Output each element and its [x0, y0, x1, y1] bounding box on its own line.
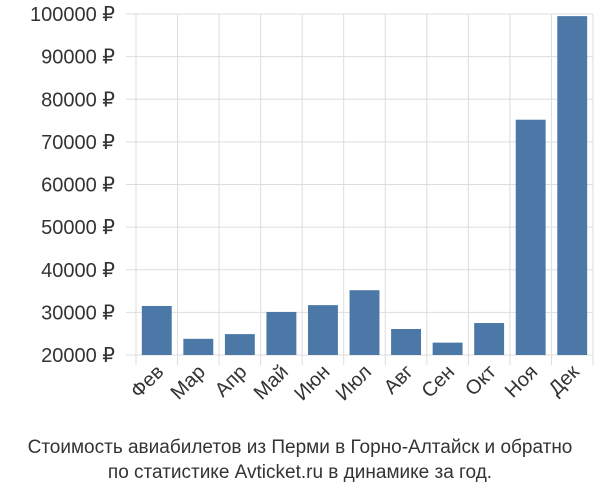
grid-lines — [126, 13, 594, 365]
x-tick-label: Апр — [211, 361, 252, 402]
bar-9 — [474, 323, 505, 355]
bar-4 — [266, 311, 297, 355]
bar-7 — [391, 328, 422, 355]
x-tick-label: Сен — [418, 361, 459, 402]
y-tick-label: 90000 ₽ — [41, 47, 115, 69]
y-tick-label: 70000 ₽ — [41, 132, 115, 154]
bar-8 — [432, 342, 463, 355]
bar-10 — [515, 119, 546, 356]
bar-11 — [557, 16, 588, 355]
bar-1 — [141, 305, 172, 355]
x-tick-label: Авг — [380, 361, 418, 399]
y-axis: 20000 ₽ 30000 ₽ 40000 ₽ 50000 ₽ 60000 ₽ 70000… — [30, 4, 115, 367]
y-tick-label: 80000 ₽ — [41, 89, 115, 111]
y-tick-label: 30000 ₽ — [41, 302, 115, 324]
x-tick-label: Дек — [545, 361, 584, 400]
bars — [141, 16, 588, 356]
x-tick-label: Мар — [167, 361, 210, 404]
x-tick-label: Ноя — [501, 361, 542, 402]
chart-caption-line-2: по статистике Avticket.ru в динамике за … — [107, 462, 493, 483]
x-tick-label: Фев — [127, 361, 169, 403]
bar-5 — [307, 305, 338, 355]
y-tick-label: 20000 ₽ — [41, 345, 115, 367]
y-tick-label: 50000 ₽ — [41, 217, 115, 239]
x-tick-label: Июн — [290, 361, 334, 405]
bar-chart: 20000 ₽ 30000 ₽ 40000 ₽ 50000 ₽ 60000 ₽ 70000… — [30, 4, 594, 405]
bar-3 — [224, 334, 255, 355]
x-tick-label: Май — [250, 361, 293, 404]
y-tick-label: 60000 ₽ — [41, 175, 115, 197]
x-tick-label: Июл — [332, 361, 376, 405]
bar-6 — [349, 290, 380, 355]
y-tick-label: 40000 ₽ — [41, 260, 115, 282]
chart-caption-line-1: Стоимость авиабилетов из Перми в Горно-А… — [27, 437, 573, 458]
bar-2 — [183, 338, 214, 355]
y-tick-label: 100000 ₽ — [30, 4, 115, 26]
x-tick-label: Окт — [461, 361, 500, 400]
